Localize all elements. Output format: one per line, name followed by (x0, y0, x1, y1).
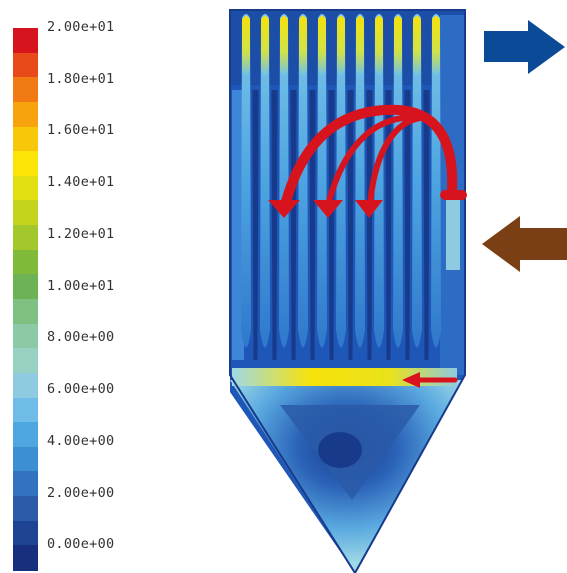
legend-swatch (13, 200, 38, 226)
filter-bag-top (375, 16, 383, 76)
legend-label: 8.00e+00 (47, 329, 115, 346)
legend-swatch (13, 28, 38, 54)
legend-label: 6.00e+00 (47, 381, 115, 398)
filter-bag-top (242, 16, 250, 76)
legend-swatch (13, 496, 38, 522)
filter-bag-top (356, 16, 364, 76)
legend-label: 2.00e+01 (47, 19, 115, 35)
filter-bag (431, 14, 441, 348)
bag-gap (347, 90, 354, 360)
bag-gap (366, 90, 373, 360)
bag-gap (271, 90, 278, 360)
legend-swatch (13, 299, 38, 325)
filter-bag-top (261, 16, 269, 76)
filter-bag (412, 14, 422, 348)
inlet-arrow-icon (482, 216, 567, 272)
filter-bag (260, 14, 270, 348)
filter-bag-top (318, 16, 326, 76)
legend-swatch (13, 545, 38, 571)
filter-bag-top (337, 16, 345, 76)
legend-swatch (13, 52, 38, 78)
filter-bag-top (299, 16, 307, 76)
flow-arrowhead-1 (268, 200, 300, 218)
legend-label: 1.80e+01 (47, 70, 115, 87)
color-legend: 2.00e+01 1.80e+01 1.60e+01 1.40e+01 1.20e+01… (0, 0, 200, 573)
flow-arrowhead-bottom (402, 372, 420, 388)
filter-bag (317, 14, 327, 348)
bag-gap (290, 90, 297, 360)
flow-arrowhead-3 (355, 200, 383, 218)
legend-swatch (13, 372, 38, 399)
outlet-arrow-icon (484, 20, 565, 74)
filter-bag-top (413, 16, 421, 76)
legend-swatch (13, 225, 38, 251)
legend-swatch (13, 348, 38, 374)
bag-gap (404, 90, 411, 360)
legend-swatch (13, 126, 38, 152)
housing-outline (229, 9, 466, 573)
legend-label: 0.00e+00 (47, 536, 115, 553)
filter-bag-top (432, 16, 440, 76)
bag-gap (309, 90, 316, 360)
flow-arrow-right (367, 115, 423, 208)
filter-bag (374, 14, 384, 348)
legend-swatch (13, 422, 38, 448)
legend-swatch (13, 101, 38, 128)
flow-arrow-main (280, 104, 458, 210)
legend-label: 1.00e+01 (47, 277, 115, 294)
filter-bag (336, 14, 346, 348)
legend-label: 1.60e+01 (47, 122, 115, 139)
filter-bag (298, 14, 308, 348)
flow-arrowhead-2 (313, 200, 343, 218)
legend-swatch (13, 77, 38, 103)
filter-bags (241, 14, 441, 360)
filter-bag (355, 14, 365, 348)
legend-swatch (13, 471, 38, 497)
legend-label: 1.40e+01 (47, 174, 115, 191)
flow-arrows (268, 104, 467, 388)
legend-swatch (13, 249, 38, 275)
bag-gap (385, 90, 392, 360)
filter-bag-top (280, 16, 288, 76)
filter-bag-top (394, 16, 402, 76)
bag-gap (252, 90, 259, 360)
filter-bag (279, 14, 289, 348)
bag-gap (328, 90, 335, 360)
legend-swatch (13, 520, 38, 546)
legend-swatch (13, 175, 38, 202)
filter-bag (393, 14, 403, 348)
legend-label: 1.20e+01 (47, 225, 115, 242)
flow-arrow-middle (325, 114, 428, 208)
legend-swatch (13, 397, 38, 423)
filter-bag (241, 14, 251, 348)
legend-swatch (13, 274, 38, 300)
legend-swatch (13, 446, 38, 473)
legend-label: 2.00e+00 (47, 484, 115, 501)
bag-gap (423, 90, 430, 360)
legend-label: 4.00e+00 (47, 432, 115, 449)
legend-swatch (13, 323, 38, 349)
legend-swatch (13, 151, 38, 177)
